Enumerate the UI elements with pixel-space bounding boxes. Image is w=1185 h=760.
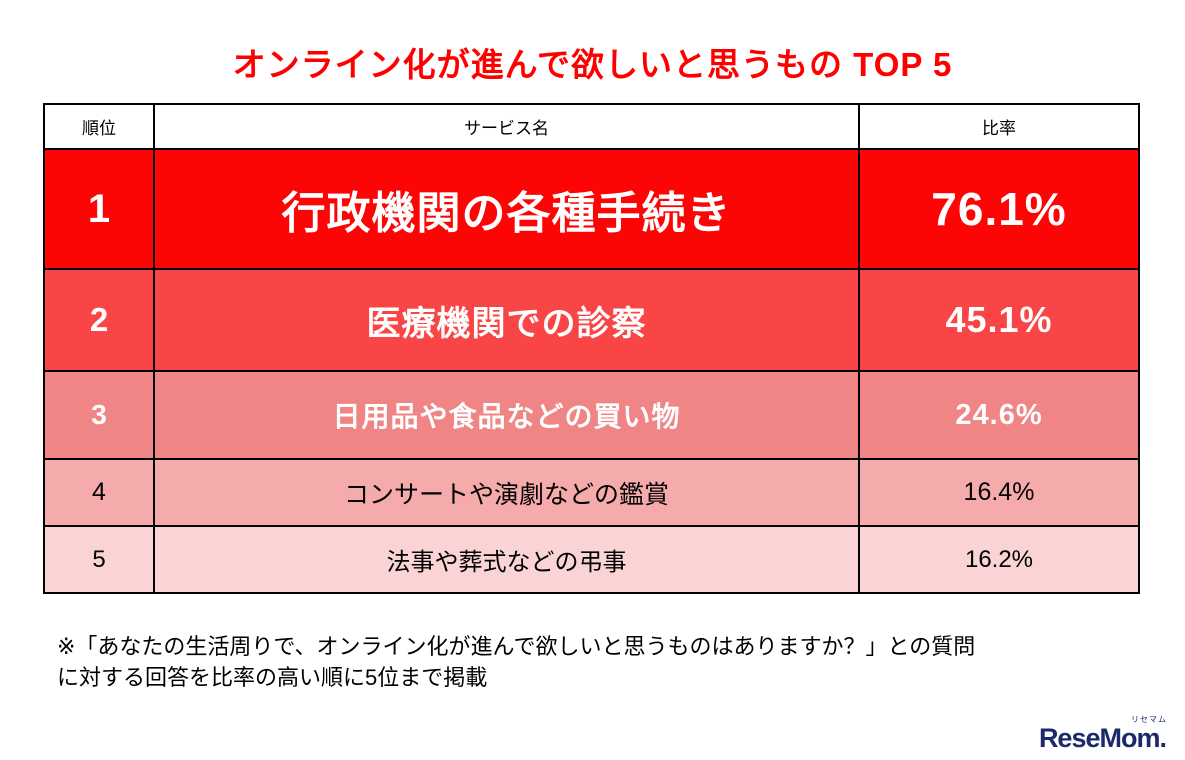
table-row: 2 医療機関での診察 45.1% (43, 268, 1140, 372)
service-cell: 日用品や食品などの買い物 (153, 370, 860, 460)
service-cell: 医療機関での診察 (153, 268, 860, 372)
rank-cell: 2 (43, 268, 155, 372)
footnote-line-2: に対する回答を比率の高い順に5位まで掲載 (57, 664, 488, 690)
service-cell: 行政機関の各種手続き (153, 148, 860, 270)
ratio-cell: 76.1% (858, 148, 1140, 270)
logo-wordmark: ReseMom (1038, 723, 1161, 753)
rank-cell: 1 (43, 148, 155, 270)
ratio-cell: 24.6% (858, 370, 1140, 460)
rank-cell: 4 (43, 458, 155, 527)
page-title: オンライン化が進んで欲しいと思うもの TOP 5 (232, 46, 953, 83)
table-row: 3 日用品や食品などの買い物 24.6% (43, 370, 1140, 460)
table-row: 5 法事や葬式などの弔事 16.2% (43, 525, 1140, 594)
ranking-table: 順位 サービス名 比率 1 行政機関の各種手続き 76.1% 2 医療機関での診… (43, 103, 1140, 594)
logo-period: . (1159, 723, 1167, 753)
footnote-line-1: ※「あなたの生活周りで、オンライン化が進んで欲しいと思うものはありますか？」との… (57, 634, 976, 659)
ratio-cell: 16.2% (858, 525, 1140, 594)
service-cell: コンサートや演劇などの鑑賞 (153, 458, 860, 527)
service-cell: 法事や葬式などの弔事 (153, 525, 860, 594)
table-row: 1 行政機関の各種手続き 76.1% (43, 148, 1140, 270)
ratio-cell: 45.1% (858, 268, 1140, 372)
footnote: ※「あなたの生活周りで、オンライン化が進んで欲しいと思うものはありますか？」との… (57, 632, 1137, 694)
resemom-logo: リセマム ReseMom. (1039, 716, 1167, 752)
rank-cell: 3 (43, 370, 155, 460)
rank-cell: 5 (43, 525, 155, 594)
ratio-cell: 16.4% (858, 458, 1140, 527)
header-service: サービス名 (153, 103, 860, 150)
logo-ruby-text: リセマム (1131, 715, 1167, 724)
table-row: 4 コンサートや演劇などの鑑賞 16.4% (43, 458, 1140, 527)
header-rank: 順位 (43, 103, 155, 150)
header-ratio: 比率 (858, 103, 1140, 150)
table-header-row: 順位 サービス名 比率 (43, 103, 1140, 150)
